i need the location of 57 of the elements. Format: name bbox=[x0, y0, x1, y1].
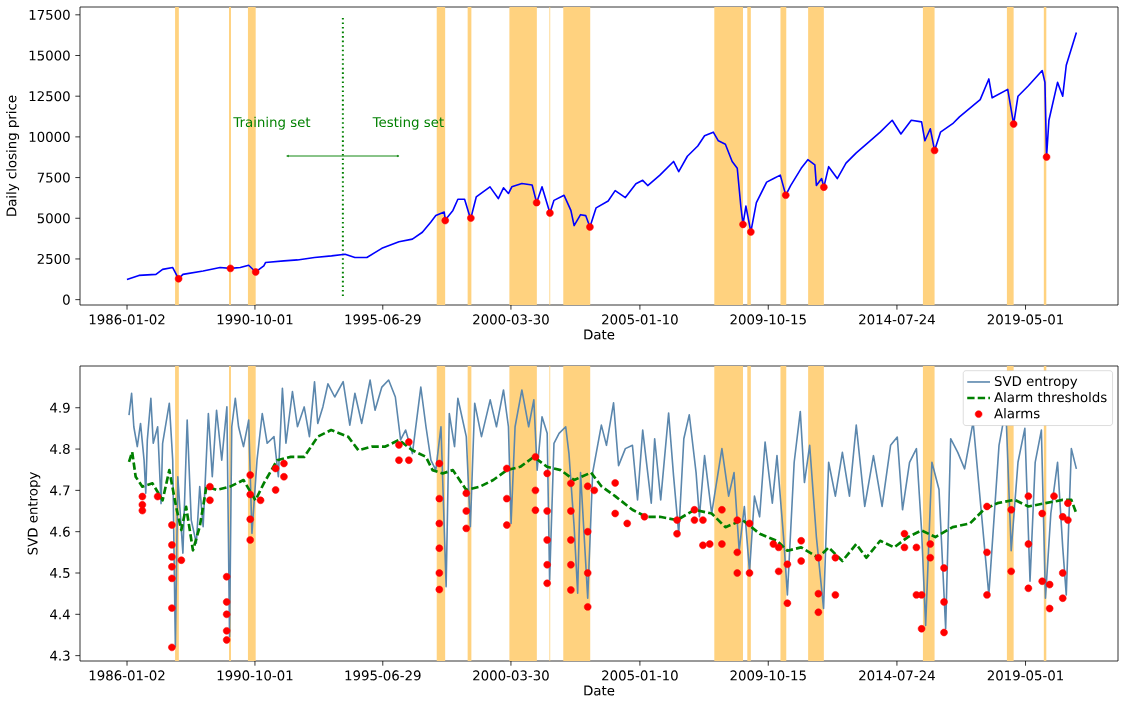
x-tick-label: 1990-10-01 bbox=[217, 670, 293, 681]
point bbox=[441, 216, 449, 225]
y-tick-label: 15000 bbox=[29, 50, 70, 61]
point bbox=[820, 183, 828, 191]
line-series bbox=[127, 428, 1078, 563]
x-tick-label: 1995-06-29 bbox=[345, 670, 421, 681]
x-tick-label: 2005-01-10 bbox=[602, 670, 678, 681]
x-axis-title: Date bbox=[584, 685, 615, 696]
x-tick-label: 2019-05-01 bbox=[987, 670, 1064, 681]
x-tick-label: 2000-03-30 bbox=[473, 314, 549, 325]
point bbox=[782, 191, 790, 199]
point bbox=[739, 220, 747, 229]
legend-label: SVD entropy bbox=[994, 376, 1078, 389]
y-axis-title: Daily closing price bbox=[6, 95, 20, 216]
y-tick-label: 4.6 bbox=[50, 526, 70, 537]
point bbox=[251, 268, 260, 276]
y-tick-label: 5000 bbox=[37, 213, 70, 224]
x-tick-label: 1990-10-01 bbox=[217, 314, 293, 325]
point bbox=[532, 198, 541, 207]
x-tick-label: 2005-01-10 bbox=[602, 314, 678, 325]
y-tick-label: 4.7 bbox=[50, 485, 70, 496]
y-tick-label: 12500 bbox=[29, 91, 70, 102]
x-axis-title: Date bbox=[584, 329, 615, 340]
y-tick-label: 7500 bbox=[37, 172, 70, 183]
x-tick-label: 2014-07-24 bbox=[859, 314, 935, 325]
x-tick-label: 1986-01-02 bbox=[89, 670, 165, 681]
y-tick-label: 4.8 bbox=[50, 443, 70, 455]
y-tick-label: 2500 bbox=[37, 253, 70, 264]
x-tick-label: 2009-10-15 bbox=[730, 670, 806, 681]
point bbox=[226, 264, 235, 273]
y-tick-label: 17500 bbox=[29, 9, 70, 20]
legend-label: Alarms bbox=[994, 408, 1040, 419]
y-tick-label: 0 bbox=[63, 294, 70, 305]
y-axis-title: SVD entropy bbox=[27, 472, 41, 555]
legend-label: Alarm thresholds bbox=[994, 391, 1107, 403]
x-tick-label: 2019-05-01 bbox=[987, 314, 1064, 325]
x-tick-label: 1986-01-02 bbox=[89, 314, 165, 325]
point bbox=[1009, 120, 1018, 128]
annotation: Training set bbox=[233, 116, 311, 130]
x-tick-label: 2000-03-30 bbox=[473, 670, 549, 681]
y-tick-label: 4.3 bbox=[50, 650, 70, 661]
point bbox=[747, 228, 755, 236]
y-tick-label: 10000 bbox=[29, 131, 70, 142]
x-tick-label: 2014-07-24 bbox=[859, 670, 935, 681]
line-series bbox=[126, 31, 1078, 281]
point bbox=[1042, 153, 1051, 161]
x-tick-label: 2009-10-15 bbox=[730, 314, 806, 325]
y-tick-label: 4.5 bbox=[50, 568, 70, 578]
annotation: Testing set bbox=[372, 116, 444, 130]
point bbox=[586, 223, 594, 231]
point bbox=[174, 275, 183, 283]
point bbox=[930, 146, 939, 155]
point bbox=[546, 209, 554, 217]
x-tick-label: 1995-06-29 bbox=[345, 314, 421, 325]
y-tick-label: 4.4 bbox=[50, 609, 70, 620]
y-tick-label: 4.9 bbox=[50, 402, 70, 413]
point bbox=[467, 214, 475, 222]
